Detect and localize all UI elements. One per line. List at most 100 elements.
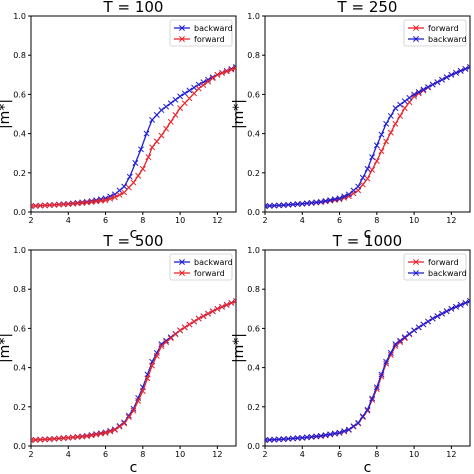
- data-point-backward: [280, 202, 287, 209]
- x-tick-label: 10: [409, 450, 419, 459]
- data-point-backward: [411, 327, 418, 334]
- data-point-forward: [107, 428, 114, 435]
- data-point-backward: [401, 98, 408, 105]
- data-point-forward: [228, 66, 235, 73]
- data-point-backward: [290, 201, 296, 208]
- data-point-backward: [415, 88, 422, 95]
- data-point-forward: [149, 144, 156, 151]
- data-point-backward: [425, 318, 432, 325]
- data-point-forward: [364, 175, 371, 182]
- data-point-forward: [74, 200, 81, 207]
- data-point-backward: [425, 84, 432, 91]
- data-point-backward: [149, 116, 156, 123]
- data-point-forward: [107, 195, 114, 202]
- data-point-backward: [453, 303, 459, 310]
- data-point-forward: [69, 200, 76, 207]
- data-point-forward: [209, 75, 216, 82]
- data-point-backward: [420, 321, 427, 328]
- data-point-backward: [153, 112, 160, 118]
- data-point-backward: [205, 76, 211, 83]
- y-tick-label: 0.8: [247, 51, 260, 60]
- data-point-backward: [439, 310, 445, 317]
- data-point-backward: [271, 202, 278, 209]
- data-point-forward: [411, 93, 418, 100]
- series-markers-forward: [31, 298, 236, 444]
- data-point-backward: [126, 173, 133, 180]
- y-axis-label: |m*|: [0, 99, 13, 129]
- data-point-forward: [97, 197, 104, 204]
- data-point-backward: [83, 198, 90, 205]
- legend-marker-backward: [413, 270, 419, 276]
- y-tick-label: 1.0: [247, 246, 260, 255]
- data-point-forward: [121, 420, 128, 427]
- data-point-forward: [163, 125, 170, 132]
- data-point-forward: [397, 339, 404, 346]
- series-line-forward: [31, 300, 236, 441]
- legend-label-backward: backward: [194, 24, 233, 33]
- data-point-backward: [294, 201, 301, 208]
- y-axis-label: |m*|: [0, 333, 13, 363]
- data-point-forward: [214, 305, 221, 312]
- series-markers-forward: [265, 298, 470, 444]
- data-point-backward: [355, 419, 362, 426]
- y-tick-label: 0.8: [13, 285, 26, 294]
- data-point-forward: [378, 148, 385, 155]
- data-point-backward: [331, 196, 338, 203]
- data-point-backward: [177, 93, 184, 100]
- x-tick-label: 6: [337, 216, 342, 225]
- data-point-forward: [186, 95, 193, 102]
- data-point-backward: [121, 183, 128, 190]
- data-point-forward: [200, 82, 207, 89]
- data-point-backward: [406, 330, 413, 337]
- data-point-forward: [139, 388, 146, 395]
- data-point-backward: [167, 100, 174, 107]
- series-line-forward: [265, 66, 470, 207]
- plot-frame: [30, 15, 237, 213]
- series-markers-backward: [265, 64, 470, 210]
- data-point-forward: [31, 203, 34, 210]
- data-point-backward: [457, 67, 464, 74]
- y-tick-label: 0.6: [247, 90, 260, 99]
- data-point-forward: [32, 202, 39, 209]
- data-point-backward: [411, 91, 418, 98]
- data-point-backward: [378, 131, 385, 138]
- data-point-backward: [322, 432, 329, 438]
- x-tick-label: 12: [212, 450, 222, 459]
- data-point-backward: [158, 107, 165, 114]
- series-line-backward: [265, 66, 470, 207]
- data-point-forward: [195, 315, 202, 322]
- data-point-backward: [397, 337, 404, 344]
- legend-label-backward: backward: [194, 258, 233, 267]
- data-point-backward: [181, 90, 188, 97]
- plot-frame: [264, 15, 471, 213]
- data-point-forward: [130, 407, 137, 414]
- data-point-forward: [158, 343, 165, 349]
- data-point-backward: [420, 86, 427, 93]
- legend-label-backward: backward: [428, 35, 467, 44]
- data-point-forward: [116, 191, 123, 198]
- data-point-forward: [406, 99, 413, 106]
- data-point-backward: [401, 334, 408, 341]
- legend-label-forward: forward: [428, 24, 459, 33]
- data-point-forward: [233, 64, 236, 71]
- data-point-backward: [280, 436, 287, 443]
- x-tick-label: 10: [175, 216, 185, 225]
- data-point-forward: [74, 434, 81, 440]
- data-point-forward: [233, 298, 236, 304]
- y-tick-label: 0.0: [13, 208, 26, 217]
- x-tick-label: 6: [103, 216, 108, 225]
- y-tick-label: 0.0: [13, 442, 26, 451]
- data-point-forward: [359, 181, 366, 188]
- chart-panel-4: T = 1000 2 4 6 8 10 12 0.0 0.2 0.4 0.6 0.8 1.0 c |m*| f…: [231, 232, 471, 474]
- data-point-forward: [42, 436, 48, 443]
- x-tick-label: 10: [409, 216, 419, 225]
- x-axis-label: c: [130, 226, 138, 242]
- data-point-forward: [191, 90, 198, 97]
- data-point-backward: [276, 436, 282, 443]
- data-point-backward: [434, 313, 441, 320]
- data-point-forward: [186, 321, 193, 328]
- data-point-forward: [219, 303, 225, 310]
- data-point-backward: [132, 160, 139, 166]
- x-tick-label: 8: [374, 450, 379, 459]
- legend-label-forward: forward: [428, 258, 459, 267]
